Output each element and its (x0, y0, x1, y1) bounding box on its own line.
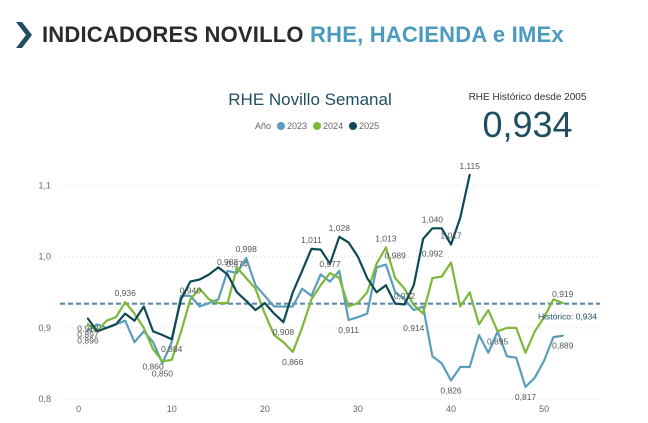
x-tick-label: 20 (260, 404, 270, 414)
x-tick-label: 0 (76, 404, 81, 414)
x-tick-label: 10 (167, 404, 177, 414)
chart-title: RHE Novillo Semanal (228, 90, 392, 109)
legend-item-2025[interactable]: 2025 (349, 121, 379, 131)
chart-legend: Año 2023 2024 2025 (255, 121, 379, 131)
data-label: 0,977 (319, 259, 341, 269)
y-tick-label: 1,0 (38, 252, 51, 262)
legend-label-2025: 2025 (359, 121, 380, 131)
data-label: 0,914 (403, 323, 425, 333)
chevron-right-icon (16, 22, 32, 48)
data-label: 0,826 (440, 386, 462, 396)
data-label: 1,115 (459, 161, 480, 171)
x-tick-label: 30 (353, 404, 363, 414)
kpi-label: RHE Histórico desde 2005 (468, 92, 587, 103)
data-label: 1,028 (329, 223, 351, 233)
data-label: 1,017 (440, 231, 462, 241)
data-label: 0,895 (487, 336, 509, 346)
data-label: 0,860 (142, 361, 164, 371)
data-label: 0,908 (273, 327, 295, 337)
data-label: 0,974 (226, 259, 248, 269)
data-label: 0,998 (236, 244, 258, 254)
data-label: 0,850 (152, 368, 174, 378)
series-line-2025 (86, 173, 471, 341)
page-title-accent: RHE, HACIENDA e IMEx (310, 22, 564, 47)
page-title: INDICADORES NOVILLO RHE, HACIENDA e IMEx (42, 22, 564, 48)
data-label: 0,913 (77, 324, 99, 334)
x-tick-label: 50 (539, 404, 549, 414)
legend-label-2024: 2024 (323, 121, 344, 131)
legend-dot-2024 (313, 122, 322, 130)
legend-title: Año (255, 121, 272, 131)
reference-line-label: Histórico: 0,934 (538, 312, 597, 322)
legend-item-2023[interactable]: 2023 (277, 121, 307, 131)
legend-item-2024[interactable]: 2024 (313, 121, 343, 131)
y-tick-label: 0,9 (38, 323, 51, 333)
y-tick-label: 0,8 (38, 394, 51, 404)
data-label: 0,889 (552, 341, 574, 351)
page-title-main: INDICADORES NOVILLO (42, 22, 304, 47)
kpi-value: 0,934 (482, 104, 573, 145)
data-label: 1,011 (301, 235, 322, 245)
data-label: 0,911 (338, 325, 359, 335)
data-label: 0,896 (77, 336, 99, 346)
x-tick-label: 40 (446, 404, 456, 414)
data-label: 0,989 (385, 251, 407, 261)
data-label: 0,982 (217, 257, 239, 267)
data-label: 0,817 (515, 392, 537, 402)
data-label: 0,897 (77, 329, 99, 339)
data-label: 0,932 (394, 291, 416, 301)
data-label: 0,940 (180, 285, 202, 295)
data-label: 0,936 (115, 288, 137, 298)
data-label: 0,866 (282, 357, 304, 367)
data-label: 1,013 (375, 233, 397, 243)
data-label: 0,992 (422, 248, 444, 258)
data-label: 1,040 (422, 214, 444, 224)
data-label: 0,884 (161, 344, 183, 354)
data-label: 0,919 (552, 289, 574, 299)
y-tick-label: 1,1 (38, 181, 51, 191)
legend-label-2023: 2023 (287, 121, 308, 131)
legend-dot-2025 (349, 122, 358, 130)
series-line-2024 (86, 246, 564, 363)
legend-dot-2023 (277, 122, 286, 130)
page-header: INDICADORES NOVILLO RHE, HACIENDA e IMEx (14, 18, 564, 52)
